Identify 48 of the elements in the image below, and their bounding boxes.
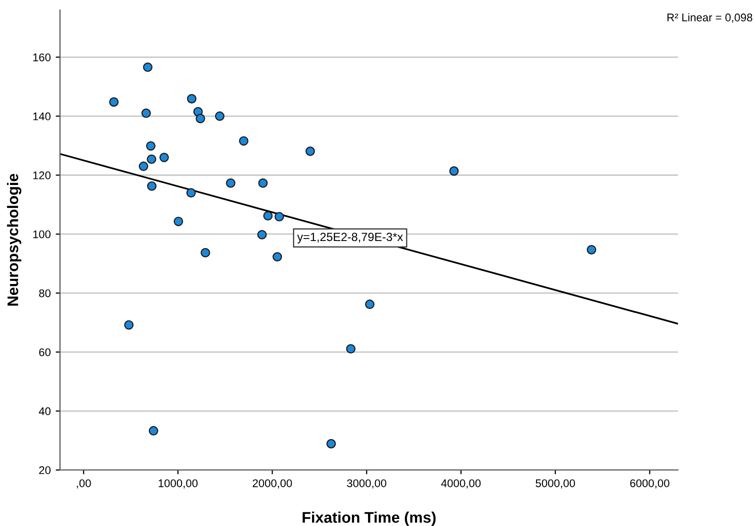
point <box>109 97 119 107</box>
point <box>186 188 196 198</box>
y-tick-label: 140 <box>33 112 51 120</box>
point <box>148 426 158 436</box>
x-tick-label: 4000,00 <box>441 479 481 488</box>
annotation: R² Linear = 0,098 <box>667 13 752 23</box>
y-tick-label: 60 <box>39 348 51 356</box>
point <box>257 230 267 240</box>
point <box>215 111 224 121</box>
point <box>449 166 459 176</box>
annotation: y=1,25E2-8,79E-3*x <box>297 232 403 244</box>
point <box>141 108 151 118</box>
y-axis-title: Neuropsychologie <box>7 174 22 306</box>
y-tick-label: 160 <box>33 53 51 62</box>
point <box>263 211 273 221</box>
point <box>146 154 156 164</box>
point <box>274 212 284 222</box>
point <box>147 181 157 191</box>
point <box>326 439 336 448</box>
y-tick-label: 40 <box>38 407 51 416</box>
point <box>258 178 268 188</box>
point <box>159 152 169 162</box>
x-tick-label: 2000,00 <box>252 479 292 488</box>
point <box>238 136 248 146</box>
point <box>306 146 315 156</box>
point <box>174 216 184 226</box>
point <box>272 252 282 262</box>
point <box>124 320 134 330</box>
y-tick-label: 20 <box>39 466 51 474</box>
point <box>196 114 206 124</box>
x-tick-label: 6000,00 <box>630 479 670 488</box>
x-axis-title: Fixation Time (ms) <box>302 512 436 526</box>
point <box>200 248 210 258</box>
point <box>186 94 196 104</box>
x-tick-label: 1000,00 <box>158 479 198 488</box>
y-tick-label: 100 <box>33 230 51 238</box>
point <box>365 300 374 310</box>
x-tick-label: 5000,00 <box>536 479 575 488</box>
point <box>146 141 156 151</box>
point <box>138 162 148 172</box>
x-tick-label: ,00 <box>76 479 91 488</box>
point <box>143 62 152 72</box>
point <box>586 245 596 254</box>
y-tick-label: 80 <box>39 289 51 298</box>
point <box>226 178 236 188</box>
y-tick-label: 120 <box>33 171 51 180</box>
point <box>346 344 356 354</box>
x-tick-label: 3000,00 <box>346 479 386 488</box>
